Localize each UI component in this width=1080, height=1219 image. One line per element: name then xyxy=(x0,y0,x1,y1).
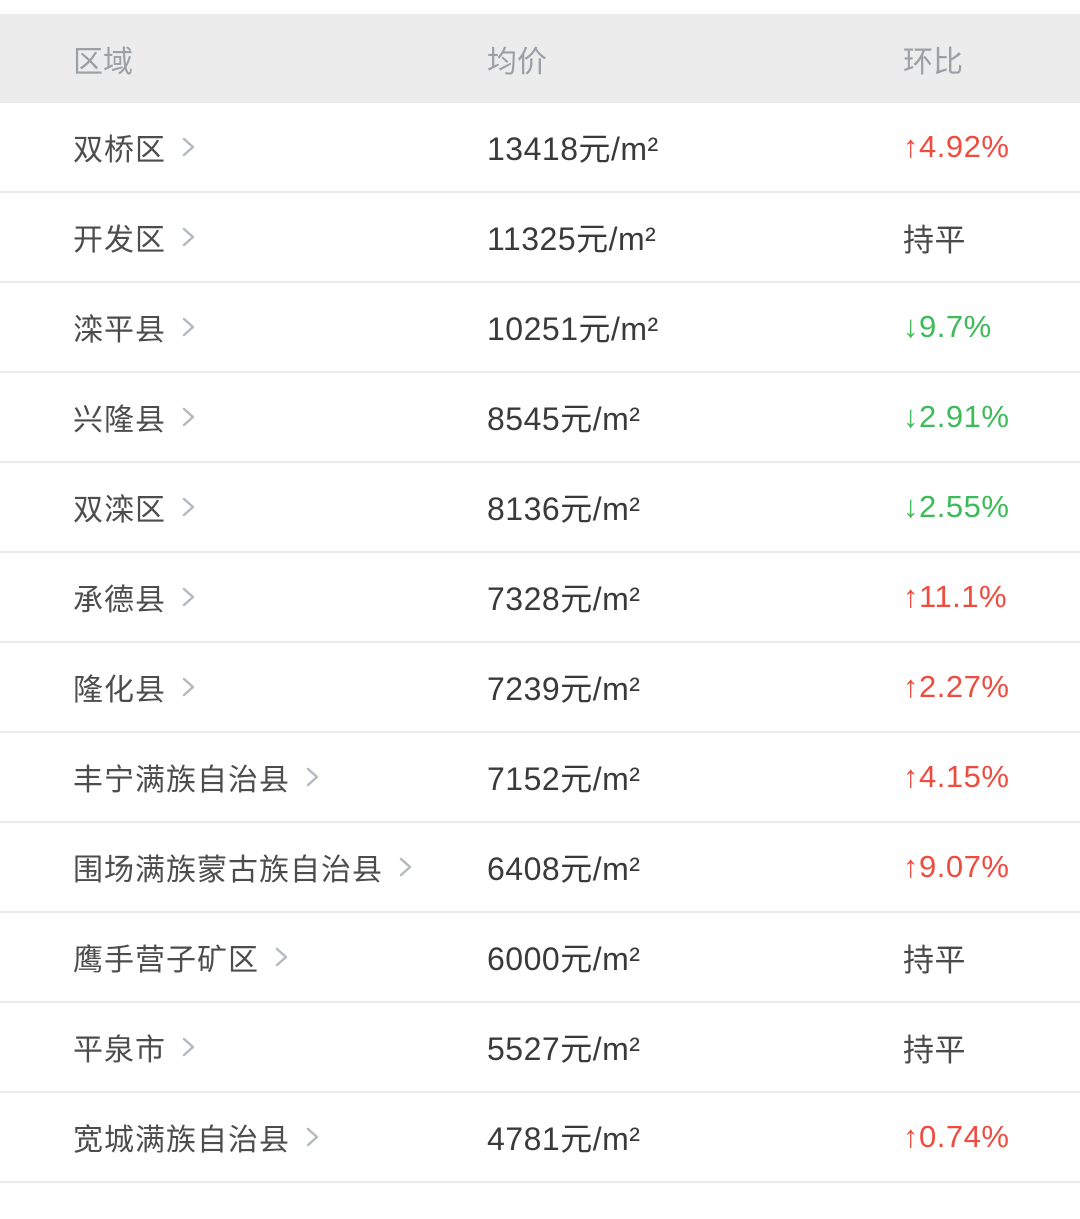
mom-change: ↑0.74% xyxy=(903,1119,1010,1154)
region-name: 开发区 xyxy=(73,224,166,257)
region-name: 丰宁满族自治县 xyxy=(73,764,290,797)
table-row[interactable]: 平泉市 5527元/m² 持平 xyxy=(0,1003,1080,1093)
average-price: 5527元/m² xyxy=(487,1031,641,1067)
chevron-right-icon xyxy=(397,853,414,881)
region-cell[interactable]: 双桥区 xyxy=(73,125,487,169)
mom-change: ↑2.27% xyxy=(903,669,1010,704)
mom-change: ↓2.91% xyxy=(903,399,1010,434)
average-price: 10251元/m² xyxy=(487,311,659,347)
region-name: 隆化县 xyxy=(73,674,166,707)
average-price: 8136元/m² xyxy=(487,491,641,527)
region-name: 鹰手营子矿区 xyxy=(73,944,259,977)
chevron-right-icon xyxy=(180,493,197,521)
region-name: 双桥区 xyxy=(73,134,166,167)
table-row[interactable]: 开发区 11325元/m² 持平 xyxy=(0,193,1080,283)
header-price: 均价 xyxy=(487,45,547,79)
region-cell[interactable]: 承德县 xyxy=(73,575,487,619)
region-cell[interactable]: 围场满族蒙古族自治县 xyxy=(73,845,487,889)
chevron-right-icon xyxy=(180,583,197,611)
region-cell[interactable]: 双滦区 xyxy=(73,485,487,529)
chevron-right-icon xyxy=(180,1033,197,1061)
average-price: 11325元/m² xyxy=(487,221,657,257)
table-row[interactable]: 围场满族蒙古族自治县 6408元/m² ↑9.07% xyxy=(0,823,1080,913)
mom-change: ↑9.07% xyxy=(903,849,1010,884)
average-price: 13418元/m² xyxy=(487,131,659,167)
region-cell[interactable]: 滦平县 xyxy=(73,305,487,349)
table-row[interactable]: 承德县 7328元/m² ↑11.1% xyxy=(0,553,1080,643)
average-price: 7239元/m² xyxy=(487,671,641,707)
region-cell[interactable]: 宽城满族自治县 xyxy=(73,1115,487,1159)
table-row[interactable]: 双滦区 8136元/m² ↓2.55% xyxy=(0,463,1080,553)
chevron-right-icon xyxy=(304,763,321,791)
chevron-right-icon xyxy=(180,673,197,701)
region-name: 双滦区 xyxy=(73,494,166,527)
table-row[interactable]: 鹰手营子矿区 6000元/m² 持平 xyxy=(0,913,1080,1003)
mom-change: ↓2.55% xyxy=(903,489,1010,524)
region-cell[interactable]: 平泉市 xyxy=(73,1025,487,1069)
mom-change: 持平 xyxy=(903,942,966,978)
table-row[interactable]: 双桥区 13418元/m² ↑4.92% xyxy=(0,103,1080,193)
region-name: 围场满族蒙古族自治县 xyxy=(73,854,383,887)
table-header-row: 区域 均价 环比 xyxy=(0,14,1080,103)
region-name: 承德县 xyxy=(73,584,166,617)
region-cell[interactable]: 兴隆县 xyxy=(73,395,487,439)
region-cell[interactable]: 鹰手营子矿区 xyxy=(73,935,487,979)
mom-change: 持平 xyxy=(903,1032,966,1068)
region-name: 兴隆县 xyxy=(73,404,166,437)
price-table-body: 双桥区 13418元/m² ↑4.92% 开发区 11325元/m² 持平 滦平… xyxy=(0,103,1080,1183)
mom-change: ↑4.15% xyxy=(903,759,1010,794)
mom-change: ↑11.1% xyxy=(903,579,1008,614)
region-name: 宽城满族自治县 xyxy=(73,1124,290,1157)
chevron-right-icon xyxy=(180,313,197,341)
average-price: 6408元/m² xyxy=(487,851,641,887)
mom-change: ↑4.92% xyxy=(903,129,1010,164)
chevron-right-icon xyxy=(180,133,197,161)
region-cell[interactable]: 丰宁满族自治县 xyxy=(73,755,487,799)
table-row[interactable]: 滦平县 10251元/m² ↓9.7% xyxy=(0,283,1080,373)
table-row[interactable]: 隆化县 7239元/m² ↑2.27% xyxy=(0,643,1080,733)
table-row[interactable]: 宽城满族自治县 4781元/m² ↑0.74% xyxy=(0,1093,1080,1183)
average-price: 7152元/m² xyxy=(487,761,641,797)
chevron-right-icon xyxy=(180,223,197,251)
region-cell[interactable]: 开发区 xyxy=(73,215,487,259)
average-price: 8545元/m² xyxy=(487,401,641,437)
average-price: 4781元/m² xyxy=(487,1121,641,1157)
region-cell[interactable]: 隆化县 xyxy=(73,665,487,709)
average-price: 6000元/m² xyxy=(487,941,641,977)
average-price: 7328元/m² xyxy=(487,581,641,617)
header-change: 环比 xyxy=(903,45,963,79)
table-row[interactable]: 兴隆县 8545元/m² ↓2.91% xyxy=(0,373,1080,463)
chevron-right-icon xyxy=(304,1123,321,1151)
chevron-right-icon xyxy=(273,943,290,971)
chevron-right-icon xyxy=(180,403,197,431)
mom-change: ↓9.7% xyxy=(903,309,992,344)
table-row[interactable]: 丰宁满族自治县 7152元/m² ↑4.15% xyxy=(0,733,1080,823)
region-name: 滦平县 xyxy=(73,314,166,347)
region-name: 平泉市 xyxy=(73,1034,166,1067)
mom-change: 持平 xyxy=(903,222,966,258)
header-region: 区域 xyxy=(73,45,133,79)
